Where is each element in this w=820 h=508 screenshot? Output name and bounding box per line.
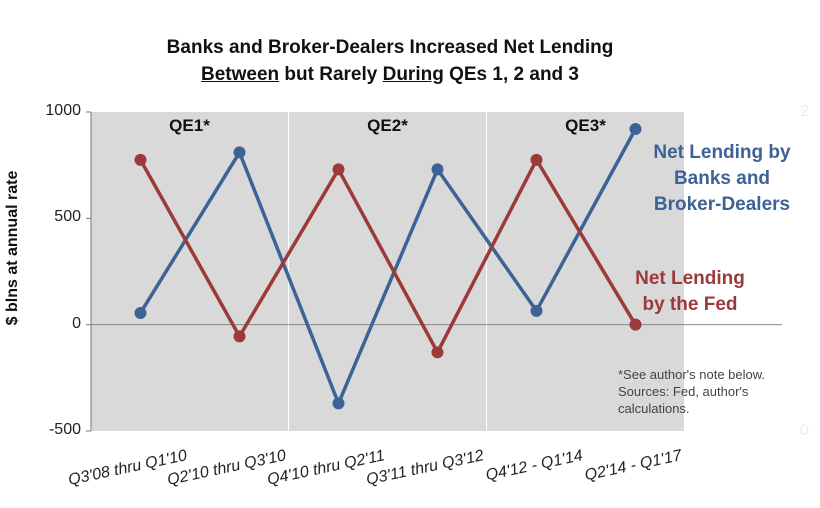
- title-word-between: Between: [200, 64, 280, 85]
- series-label-banks-line: Broker-Dealers: [653, 194, 791, 215]
- series-label-banks-line: Banks and: [673, 168, 771, 189]
- series-line-fed: [138, 158, 638, 355]
- y-tick-label: -500: [48, 421, 81, 438]
- series-line-banks: [139, 128, 638, 406]
- qe-shaded-region: [487, 112, 684, 431]
- right-axis-tick-label: 2: [800, 103, 809, 120]
- chart-title: Banks and Broker-Dealers Increased Net L…: [80, 34, 700, 88]
- y-tick-label: 1000: [45, 102, 81, 119]
- data-point-fed: [134, 153, 147, 166]
- series-label-fed-line: by the Fed: [642, 294, 738, 315]
- qe-label: QE2*: [367, 116, 408, 135]
- data-point-banks: [530, 304, 543, 317]
- data-point-fed: [431, 346, 444, 359]
- title-line-1: Banks and Broker-Dealers Increased Net L…: [166, 37, 614, 58]
- data-point-banks: [629, 123, 642, 136]
- data-point-fed: [233, 330, 246, 343]
- note-line: calculations.: [618, 401, 690, 416]
- data-point-fed: [332, 163, 345, 176]
- data-point-banks: [233, 146, 246, 159]
- qe-label: QE3*: [565, 116, 606, 135]
- title-word-during: During: [382, 64, 444, 85]
- note-line: *See author's note below.: [618, 367, 766, 382]
- data-point-banks: [134, 306, 147, 319]
- data-point-fed: [629, 318, 642, 331]
- qe-shaded-region: [289, 112, 486, 431]
- title-line-2: Between but Rarely During QEs 1, 2 and 3: [80, 61, 700, 88]
- data-point-banks: [332, 397, 345, 410]
- qe-label: QE1*: [169, 116, 210, 135]
- qe-shaded-region: [91, 112, 288, 431]
- right-axis-tick-label: 0: [800, 422, 809, 439]
- data-point-fed: [530, 153, 543, 166]
- y-tick-label: 500: [54, 208, 81, 226]
- series-label-fed: Net Lending by the Fed: [600, 266, 780, 318]
- title-word-mid: but Rarely: [279, 64, 383, 85]
- series-label-banks-line: Net Lending by: [653, 142, 791, 163]
- y-tick-label: 0: [72, 314, 81, 332]
- title-word-end: QEs 1, 2 and 3: [443, 64, 579, 85]
- data-point-banks: [431, 163, 444, 176]
- source-note: *See author's note below. Sources: Fed, …: [618, 366, 798, 417]
- series-label-fed-line: Net Lending: [635, 268, 745, 289]
- series-label-banks: Net Lending by Banks and Broker-Dealers: [622, 140, 820, 218]
- note-line: Sources: Fed, author's: [618, 384, 749, 399]
